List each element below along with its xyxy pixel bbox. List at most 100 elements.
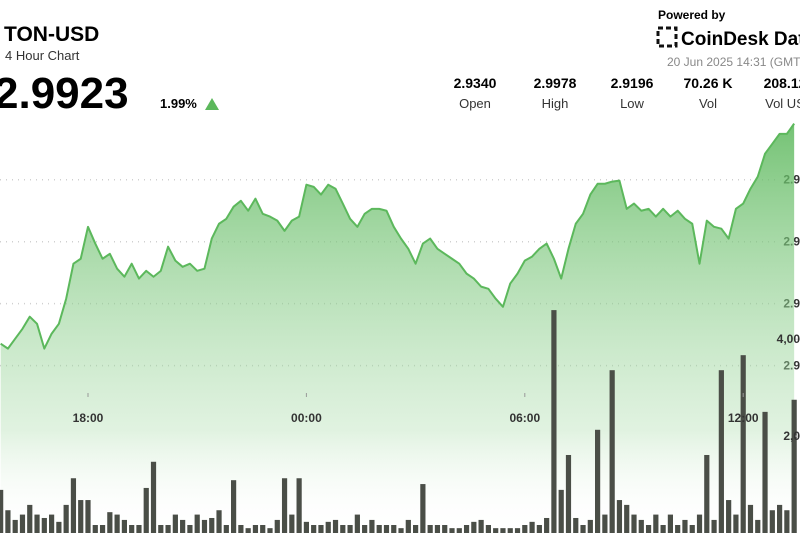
change: 1.99% <box>160 96 197 111</box>
price-line <box>0 123 795 350</box>
volume-bar <box>398 528 404 533</box>
volume-bar <box>56 521 62 533</box>
volume-bar <box>27 504 33 533</box>
volume-bar <box>638 519 644 533</box>
volume-bar <box>143 487 149 533</box>
powered-by: Powered by <box>658 8 726 22</box>
volume-bar <box>631 514 637 533</box>
volume-bar <box>311 525 317 533</box>
volume-bar <box>165 525 171 533</box>
volume-bar <box>740 355 746 533</box>
volume-bar <box>449 528 455 533</box>
stat-label: Open <box>459 96 491 111</box>
volume-bar <box>493 528 499 533</box>
stat-value: 2.9340 <box>454 75 497 91</box>
stat-label: High <box>542 96 569 111</box>
volume-bar <box>172 514 178 533</box>
volume-bar <box>340 525 346 533</box>
volume-bar <box>114 514 120 533</box>
volume-bar <box>427 525 433 533</box>
volume-bar <box>41 517 47 533</box>
volume-bar <box>129 525 135 533</box>
volume-bar <box>274 519 280 533</box>
timestamp: 20 Jun 2025 14:31 (GMT <box>667 55 800 69</box>
volume-bar <box>362 525 368 533</box>
volume-bar <box>718 370 724 533</box>
volume-bar <box>587 519 593 533</box>
volume-bar <box>704 454 710 533</box>
volume-bar <box>485 525 491 533</box>
volume-bar <box>376 525 382 533</box>
volume-bar <box>769 510 775 533</box>
volume-bar <box>573 517 579 533</box>
volume-bar <box>420 484 426 533</box>
volume-bar <box>413 525 419 533</box>
volume-bar <box>616 500 623 533</box>
volume-bar <box>194 514 200 533</box>
stats: 2.9340 Open 2.9978 High 2.9196 Low 70.26 K Vol 2… <box>454 75 800 111</box>
volume-bar <box>755 519 761 533</box>
volume-bar <box>5 510 11 533</box>
stat-value: 2.9978 <box>534 75 577 91</box>
x-tick-label: 18:00 <box>73 411 104 425</box>
volume-bar <box>391 525 397 533</box>
volume-bar <box>216 510 222 533</box>
logo <box>656 26 678 48</box>
up-arrow <box>205 98 219 110</box>
volume-bar <box>245 528 251 533</box>
volume-bar <box>92 525 98 533</box>
y2-tick-label: 2,0 <box>783 429 800 443</box>
volume-bar <box>733 514 739 533</box>
volume-bar <box>78 500 84 533</box>
volume-bar <box>12 519 18 533</box>
subtitle: 4 Hour Chart <box>5 48 80 63</box>
volume-bar <box>500 528 506 533</box>
volume-bar <box>0 489 4 533</box>
volume-bar <box>609 370 615 533</box>
volume-bar <box>595 429 601 533</box>
volume-bar <box>791 399 797 533</box>
volume-bar <box>667 514 673 533</box>
volume-bar <box>289 514 295 533</box>
volume-bar <box>121 519 127 533</box>
volume-bar <box>536 525 542 533</box>
volume-bar <box>747 504 754 533</box>
y2-tick-label: 4,00 <box>777 332 800 346</box>
volume-bar <box>267 528 273 533</box>
volume-bar <box>318 525 324 533</box>
volume-bar <box>296 478 302 533</box>
volume-bar <box>136 525 142 533</box>
volume-bar <box>696 514 703 533</box>
volume-bar <box>209 517 215 533</box>
volume-bar <box>711 519 717 533</box>
x-tick-label: 12:00 <box>728 411 759 425</box>
volume-bar <box>325 521 331 533</box>
volume-bar <box>332 519 339 533</box>
volume-bar <box>303 521 309 533</box>
volume-bar <box>689 525 695 533</box>
volume-bar <box>187 525 193 533</box>
volume-bar <box>405 519 411 533</box>
volume-bar <box>260 525 266 533</box>
volume-bar <box>544 517 550 533</box>
volume-bar <box>383 525 390 533</box>
volume-bar <box>507 528 513 533</box>
volume-bar <box>777 504 783 533</box>
title: TON-USD <box>4 23 99 46</box>
volume-bar <box>63 504 69 533</box>
volume-bar <box>478 519 484 533</box>
volume-bar <box>70 478 77 533</box>
volume-bar <box>201 519 208 533</box>
volume-bar <box>558 489 564 533</box>
volume-bar <box>107 512 113 533</box>
x-tick-label: 06:00 <box>509 411 540 425</box>
volume-bar <box>231 480 237 533</box>
volume-bar <box>19 514 26 533</box>
volume-bar <box>238 525 244 533</box>
stat-label: Vol <box>699 96 717 111</box>
volume-bar <box>463 525 470 533</box>
volume-bar <box>347 525 353 533</box>
